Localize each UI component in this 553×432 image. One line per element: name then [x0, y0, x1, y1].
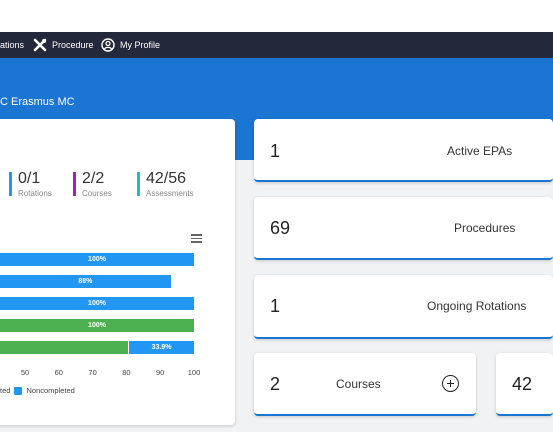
x-tick-label: 70 [88, 368, 97, 377]
ongoing-rotations-label: Ongoing Rotations [427, 299, 527, 313]
add-course-icon[interactable] [442, 375, 459, 392]
bar-completed-segment[interactable]: 100% [0, 319, 194, 332]
progress-bar-5: 33.9% [0, 341, 194, 354]
x-tick-label: 80 [122, 368, 131, 377]
progress-bar-2: 88% [0, 275, 194, 288]
stat-courses-bar [73, 172, 76, 196]
institution-name: C Erasmus MC [0, 96, 75, 108]
nav-procedure-label: Procedure [52, 40, 94, 50]
procedures-label: Procedures [454, 221, 516, 235]
stat-rotations-bar [9, 172, 12, 196]
stat-rotations-value: 0/1 [18, 170, 41, 187]
top-bar [0, 0, 553, 32]
x-tick-label: 60 [54, 368, 63, 377]
courses-label: Courses [336, 377, 381, 391]
active-epas-card[interactable]: 1 Active EPAs [254, 119, 553, 182]
main-navbar: ations Procedure My Profile [0, 32, 553, 58]
bar-noncompleted-segment[interactable]: 33.9% [128, 341, 194, 354]
chart-legend: ted Noncompleted [0, 386, 75, 395]
x-tick-label: 90 [156, 368, 165, 377]
x-tick-label: 100 [187, 368, 201, 377]
ongoing-rotations-value: 1 [270, 296, 281, 316]
procedures-card[interactable]: 69 Procedures [254, 197, 553, 260]
progress-card [0, 119, 235, 425]
bar-completed-segment[interactable] [0, 341, 129, 354]
progress-bar-4: 100% [0, 319, 194, 332]
bar-noncompleted-segment[interactable]: 88% [0, 275, 171, 288]
legend-noncompleted-label[interactable]: Noncompleted [26, 386, 75, 395]
legend-noncompleted-swatch [14, 386, 23, 395]
stat-assessments-value: 42/56 [146, 170, 187, 187]
stat-assessments-bar [137, 172, 140, 196]
legend-completed-label[interactable]: ted [0, 386, 11, 395]
bar-noncompleted-segment[interactable]: 100% [0, 297, 194, 310]
stat-assessments-label: Assessments [146, 189, 194, 198]
x-tick-label: 50 [20, 368, 30, 377]
nav-rotations[interactable]: ations [0, 32, 24, 58]
active-epas-label: Active EPAs [447, 144, 513, 158]
procedures-value: 69 [270, 218, 291, 238]
nav-profile-label: My Profile [120, 40, 161, 50]
active-epas-value: 1 [270, 141, 281, 161]
stat-rotations-label: Rotations [18, 189, 52, 198]
user-circle-icon [101, 38, 115, 52]
courses-card[interactable]: 2 Courses [254, 353, 476, 416]
tools-icon [33, 38, 47, 52]
nav-my-profile[interactable]: My Profile [101, 32, 160, 58]
nav-rotations-label: ations [0, 40, 25, 50]
assessments-value: 42 [512, 374, 533, 394]
nav-procedure[interactable]: Procedure [33, 32, 94, 58]
chart-menu-icon[interactable] [191, 234, 202, 245]
progress-bar-3: 100% [0, 297, 194, 310]
courses-value: 2 [270, 374, 281, 394]
stat-courses-value: 2/2 [82, 170, 105, 187]
assessments-card[interactable]: 42 [496, 353, 553, 416]
bar-noncompleted-segment[interactable]: 100% [0, 253, 194, 266]
ongoing-rotations-card[interactable]: 1 Ongoing Rotations [254, 275, 553, 339]
progress-bar-1: 100% [0, 253, 194, 266]
stat-courses-label: Courses [82, 189, 112, 198]
